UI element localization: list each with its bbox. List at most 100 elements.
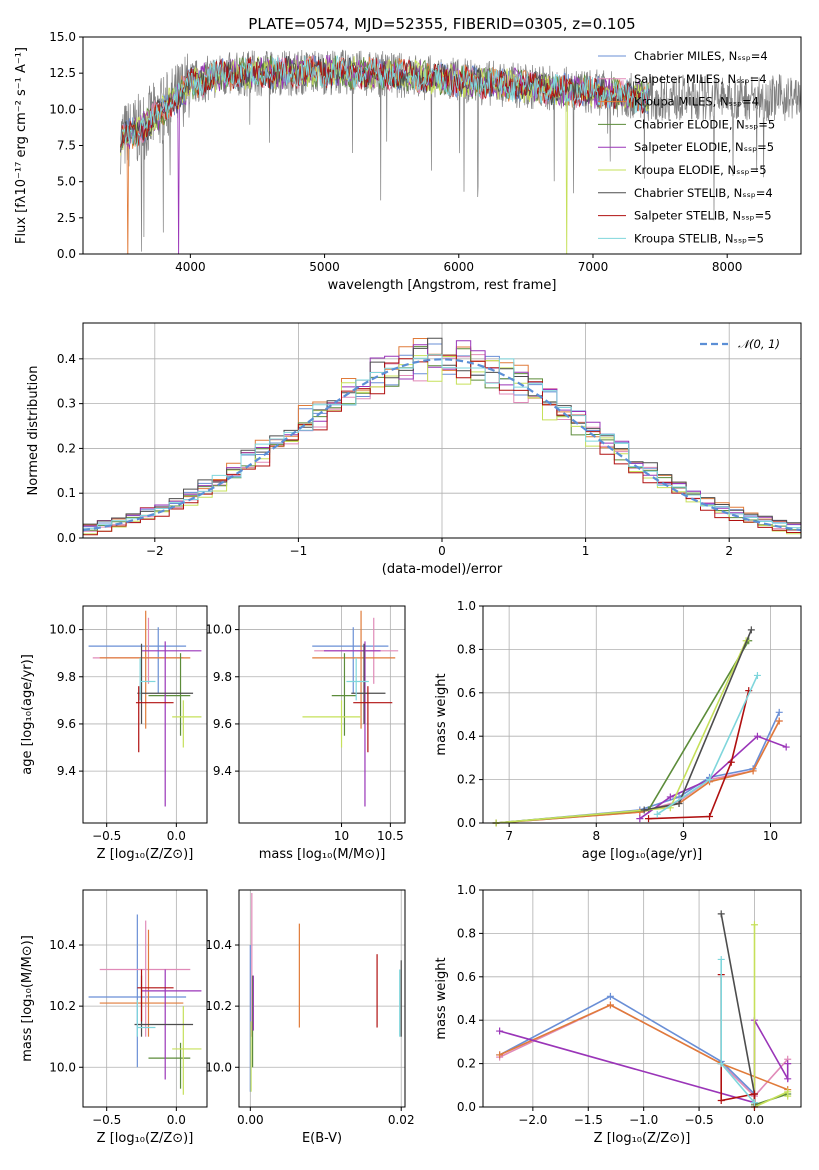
x-axis-label: age [log₁₀(age/yr)] bbox=[582, 847, 703, 862]
x-tick-label: 8 bbox=[592, 829, 600, 843]
x-tick-label: −1.0 bbox=[629, 1113, 658, 1127]
panel-7: −2.0 −1.5 −1.0 −0.5 0.0 0.0 0.2 0.4 0.6 0.8 1.0 Z [… bbox=[434, 883, 802, 1146]
y-tick-label: 9.8 bbox=[213, 670, 232, 684]
y-tick-label: 9.6 bbox=[213, 717, 232, 731]
y-tick-label: 0.2 bbox=[57, 441, 76, 455]
panel-5: −0.5 0.0 10.0 10.2 10.4 Z [log₁₀(Z/Z⊙)] mass [… bbox=[20, 889, 208, 1146]
data-point-marker bbox=[784, 1075, 792, 1083]
y-tick-label: 5.0 bbox=[57, 175, 76, 189]
legend-entry: Chabrier MILES, Nₛₛₚ=4 bbox=[634, 49, 768, 63]
axes-frame bbox=[238, 605, 406, 824]
x-tick-label: −0.5 bbox=[92, 1113, 121, 1127]
data-point-marker bbox=[753, 732, 761, 740]
panel-0: 4000 5000 6000 7000 8000 0.0 2.5 5.0 7.5 10.0 12.5… bbox=[14, 15, 802, 293]
legend-entry: 𝒩(0, 1) bbox=[738, 337, 780, 351]
normal-curve-line bbox=[82, 358, 802, 532]
legend-entry: Kroupa STELIB, Nₛₛₚ=5 bbox=[634, 231, 764, 245]
panel-6: 0.00 0.02 10.0 10.2 10.4 E(B-V) bbox=[205, 889, 415, 1146]
data-point-marker bbox=[747, 626, 755, 634]
panel-1: −2 −1 0 1 2 0.0 0.1 0.2 0.3 0.4 (data-model)/error… bbox=[26, 322, 802, 577]
axes-frame bbox=[482, 605, 802, 824]
axes-frame bbox=[82, 889, 208, 1108]
data-point-marker bbox=[666, 793, 674, 801]
y-tick-label: 0.4 bbox=[457, 729, 476, 743]
x-tick-label: 4000 bbox=[175, 260, 206, 274]
y-tick-label: 9.4 bbox=[57, 764, 76, 778]
y-tick-label: 10.0 bbox=[205, 623, 232, 637]
x-tick-label: −0.5 bbox=[684, 1113, 713, 1127]
axes-frame bbox=[82, 605, 208, 824]
y-tick-label: 0.0 bbox=[457, 816, 476, 830]
y-tick-label: 1.0 bbox=[457, 599, 476, 613]
y-tick-label: 0.2 bbox=[457, 773, 476, 787]
y-tick-label: 9.8 bbox=[57, 670, 76, 684]
data-point-marker bbox=[706, 776, 714, 784]
plot-area bbox=[120, 49, 801, 254]
x-tick-label: 0.02 bbox=[388, 1113, 415, 1127]
histogram-step-line bbox=[83, 354, 801, 530]
x-tick-label: 10 bbox=[763, 829, 778, 843]
data-point-marker bbox=[782, 743, 790, 751]
y-tick-label: 1.0 bbox=[457, 883, 476, 897]
data-point-marker bbox=[645, 815, 653, 823]
y-axis-label: Normed distribution bbox=[26, 366, 41, 496]
x-tick-label: 10.5 bbox=[377, 829, 404, 843]
panel-2: −0.5 0.0 9.4 9.6 9.8 10.0 Z [log₁₀(Z/Z⊙)] age [… bbox=[20, 605, 208, 862]
data-point-marker bbox=[717, 1096, 725, 1104]
x-tick-label: 1 bbox=[582, 544, 590, 558]
data-point-marker bbox=[717, 1060, 725, 1068]
plot-area bbox=[82, 337, 802, 536]
axes-frame bbox=[82, 36, 802, 255]
x-tick-label: 0 bbox=[438, 544, 446, 558]
plot-area bbox=[302, 610, 399, 807]
x-tick-label: 0.0 bbox=[167, 829, 186, 843]
y-tick-label: 0.4 bbox=[57, 352, 76, 366]
y-tick-label: 12.5 bbox=[49, 66, 76, 80]
x-tick-label: 10 bbox=[334, 829, 349, 843]
x-tick-label: 2 bbox=[725, 544, 733, 558]
axes-frame bbox=[238, 889, 406, 1108]
x-tick-label: 7 bbox=[505, 829, 513, 843]
y-axis-label: mass [log₁₀(M/M⊙)] bbox=[20, 935, 35, 1062]
x-tick-label: −1 bbox=[290, 544, 308, 558]
x-tick-label: 8000 bbox=[712, 260, 743, 274]
series-line bbox=[496, 720, 780, 824]
legend-entry: Chabrier ELODIE, Nₛₛₚ=5 bbox=[634, 117, 775, 131]
y-axis-label: Flux [fλ10⁻¹⁷ erg cm⁻² s⁻¹ A⁻¹] bbox=[14, 47, 29, 244]
data-point-marker bbox=[750, 1099, 758, 1107]
y-axis-label: mass weight bbox=[434, 673, 449, 755]
legend-entry: Salpeter MILES, Nₛₛₚ=4 bbox=[634, 72, 767, 86]
series-line bbox=[644, 629, 753, 811]
plot-area bbox=[492, 626, 790, 827]
x-axis-label: (data-model)/error bbox=[382, 562, 503, 577]
y-tick-label: 0.2 bbox=[457, 1057, 476, 1071]
model-spectrum-line bbox=[120, 55, 650, 148]
data-point-marker bbox=[727, 758, 735, 766]
data-point-marker bbox=[717, 955, 725, 963]
series-line bbox=[720, 974, 756, 1107]
data-point-marker bbox=[717, 910, 725, 918]
y-tick-label: 0.6 bbox=[457, 970, 476, 984]
data-point-marker bbox=[496, 1051, 504, 1059]
data-point-marker bbox=[496, 1027, 504, 1035]
y-tick-label: 0.4 bbox=[457, 1013, 476, 1027]
x-tick-label: 0.0 bbox=[745, 1113, 764, 1127]
model-spectrum-line bbox=[120, 56, 650, 148]
x-tick-label: 6000 bbox=[444, 260, 475, 274]
plot-area bbox=[88, 914, 202, 1095]
y-tick-label: 10.4 bbox=[205, 938, 232, 952]
legend-entry: Chabrier STELIB, Nₛₛₚ=4 bbox=[634, 186, 773, 200]
y-axis-label: mass weight bbox=[434, 957, 449, 1039]
panel-3: 10 10.5 9.4 9.6 9.8 10.0 mass [log₁₀(M/M⊙)] bbox=[205, 605, 406, 862]
y-tick-label: 0.0 bbox=[57, 247, 76, 261]
x-tick-label: 9 bbox=[680, 829, 688, 843]
axes-frame bbox=[482, 889, 802, 1108]
x-axis-label: E(B-V) bbox=[302, 1131, 342, 1146]
y-tick-label: 0.0 bbox=[457, 1100, 476, 1114]
series-line bbox=[656, 675, 759, 815]
x-tick-label: 0.00 bbox=[237, 1113, 264, 1127]
y-tick-label: 7.5 bbox=[57, 139, 76, 153]
data-point-marker bbox=[784, 1092, 792, 1100]
axes-frame bbox=[82, 322, 802, 539]
